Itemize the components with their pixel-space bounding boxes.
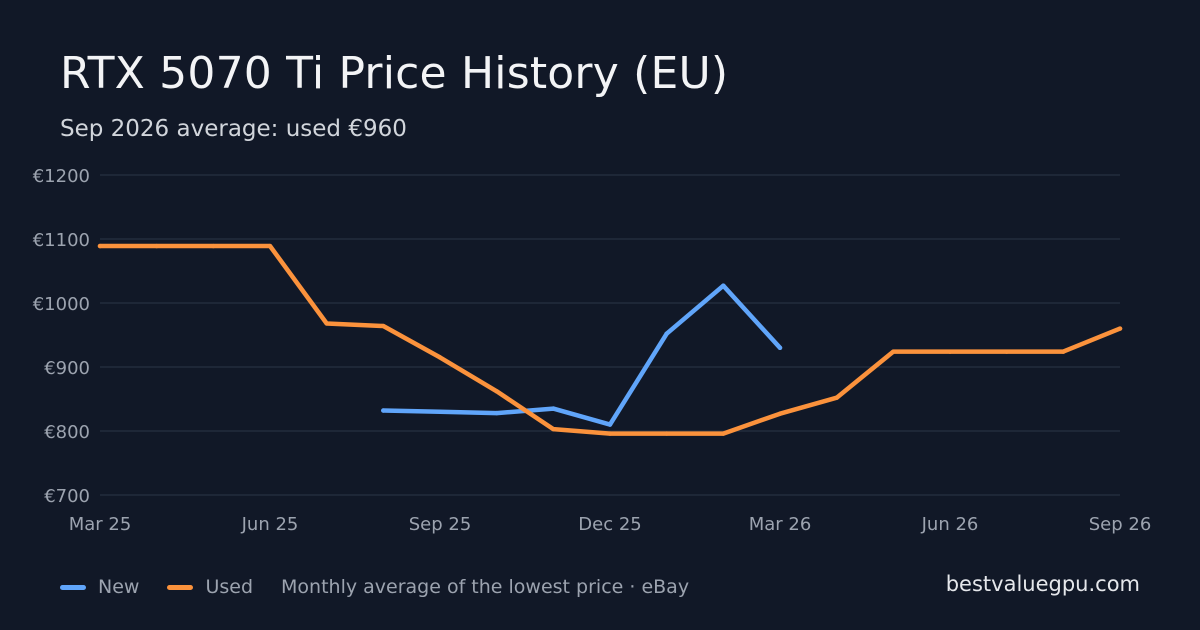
y-tick-label: €900 — [44, 358, 90, 379]
series-lines — [97, 243, 1123, 436]
data-point-used — [1117, 326, 1123, 331]
data-point-used — [97, 243, 103, 249]
legend-item-new[interactable]: New — [60, 576, 139, 598]
y-tick-label: €700 — [44, 486, 90, 507]
chart-footer: New Used Monthly average of the lowest p… — [60, 573, 689, 601]
data-point-new — [381, 408, 386, 413]
data-point-used — [437, 355, 443, 360]
data-point-used — [494, 389, 499, 394]
data-point-used — [1061, 349, 1066, 354]
data-point-new — [607, 422, 613, 427]
site-link[interactable]: bestvaluegpu.com — [945, 572, 1140, 596]
y-tick-label: €1200 — [33, 166, 90, 187]
y-tick-label: €1100 — [33, 230, 90, 251]
x-tick-label: Mar 26 — [749, 514, 812, 535]
data-point-new — [721, 283, 726, 288]
data-point-used — [947, 349, 953, 354]
x-tick-label: Sep 26 — [1089, 514, 1152, 535]
x-tick-label: Sep 25 — [409, 514, 472, 535]
data-point-used — [154, 243, 159, 249]
x-tick-label: Jun 25 — [241, 514, 299, 535]
data-point-used — [664, 431, 669, 436]
data-point-used — [607, 431, 613, 436]
y-axis-ticks: €1200 €1100 €1000 €900 €800 €700 — [33, 166, 90, 507]
y-tick-label: €1000 — [33, 294, 90, 315]
grid-lines — [100, 174, 1120, 496]
series-line-new — [381, 283, 783, 427]
x-tick-label: Jun 26 — [921, 514, 979, 535]
x-tick-label: Dec 25 — [578, 514, 641, 535]
data-point-used — [834, 395, 839, 400]
chart-subtitle: Sep 2026 average: used €960 — [60, 116, 407, 142]
data-point-used — [211, 243, 216, 249]
data-point-used — [381, 323, 386, 329]
x-axis-ticks: Mar 25 Jun 25 Sep 25 Dec 25 Mar 26 Jun 26 Sep … — [69, 514, 1152, 535]
legend-label-new: New — [98, 576, 140, 598]
data-point-used — [267, 243, 273, 249]
x-tick-label: Mar 25 — [69, 514, 132, 535]
legend-swatch-used — [167, 584, 194, 590]
data-point-used — [1004, 349, 1009, 354]
data-point-new — [551, 406, 556, 411]
legend-swatch-new — [60, 584, 86, 590]
legend-label-used: Used — [205, 576, 254, 598]
data-point-new — [777, 345, 783, 350]
data-point-new — [664, 331, 669, 336]
data-point-used — [891, 349, 896, 354]
legend-item-used[interactable]: Used — [167, 576, 253, 598]
chart-title: RTX 5070 Ti Price History (EU) — [60, 48, 729, 99]
y-tick-label: €800 — [44, 422, 90, 443]
data-point-used — [777, 411, 783, 416]
source-note: Monthly average of the lowest price · eB… — [281, 576, 690, 598]
data-point-used — [324, 321, 329, 326]
data-point-new — [494, 410, 499, 416]
series-line-used — [97, 243, 1123, 436]
data-point-new — [437, 409, 443, 414]
data-point-used — [721, 431, 726, 436]
data-point-used — [551, 426, 556, 432]
